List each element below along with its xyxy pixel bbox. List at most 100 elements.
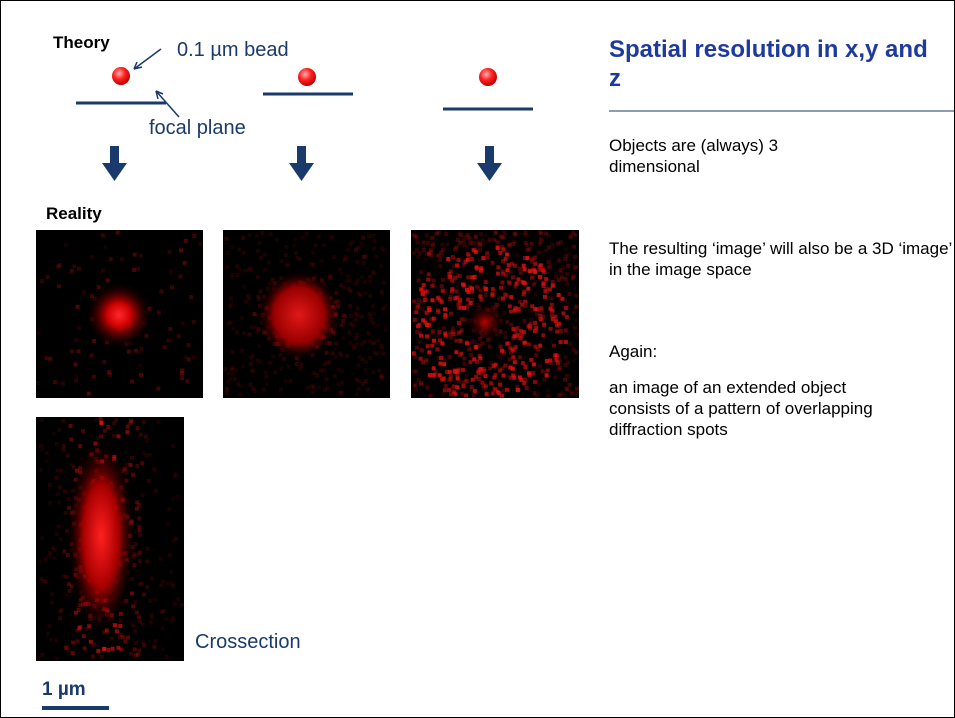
speckle: [185, 379, 189, 383]
speckle: [543, 270, 547, 274]
speckle: [501, 389, 505, 393]
speckle: [372, 246, 376, 250]
speckle: [347, 330, 351, 334]
speckle: [453, 392, 457, 396]
speckle: [528, 269, 532, 273]
speckle: [469, 360, 473, 364]
speckle: [509, 347, 513, 351]
speckle: [419, 357, 423, 361]
speckle: [74, 338, 78, 342]
speckle: [474, 250, 478, 254]
speckle: [157, 310, 161, 314]
speckle: [432, 317, 436, 321]
speckle: [472, 357, 476, 361]
speckle: [249, 356, 253, 360]
speckle: [524, 241, 528, 245]
speckle: [169, 570, 173, 574]
speckle: [129, 419, 133, 423]
speckle: [118, 624, 122, 628]
speckle: [567, 252, 571, 256]
speckle: [469, 346, 473, 350]
speckle: [496, 272, 500, 276]
speckle: [451, 255, 455, 259]
speckle: [137, 517, 141, 521]
speckle: [349, 314, 353, 318]
arrows: [102, 146, 502, 181]
speckle: [431, 298, 435, 302]
speckle: [367, 234, 371, 238]
speckle: [64, 243, 68, 247]
speckle: [168, 327, 172, 331]
speckle: [334, 355, 338, 359]
speckle: [513, 309, 517, 313]
speckle: [36, 381, 40, 385]
speckle: [447, 355, 451, 359]
speckle: [264, 371, 268, 375]
speckle: [447, 272, 451, 276]
speckle: [494, 363, 498, 367]
speckle: [440, 254, 444, 258]
speckle: [544, 277, 548, 281]
speckle: [269, 232, 273, 236]
speckle: [166, 582, 170, 586]
speckle: [360, 357, 364, 361]
speckle: [431, 243, 435, 247]
speckle: [57, 501, 61, 505]
speckle: [412, 300, 416, 304]
speckle: [357, 363, 361, 367]
speckle: [464, 394, 468, 398]
speckle: [142, 593, 146, 597]
speckle: [357, 387, 361, 391]
speckle: [514, 284, 518, 288]
speckle: [39, 560, 43, 564]
speckle: [473, 275, 477, 279]
speckle: [36, 331, 40, 335]
speckle: [505, 388, 509, 392]
speckle: [138, 528, 142, 532]
speckle: [298, 367, 302, 371]
speckle: [464, 260, 468, 264]
speckle: [129, 463, 133, 467]
speckle: [64, 593, 68, 597]
speckle: [417, 278, 421, 282]
speckle: [345, 354, 349, 358]
speckle: [479, 298, 483, 302]
speckle: [141, 461, 145, 465]
speckle: [440, 342, 444, 346]
speckle: [508, 304, 512, 308]
speckle: [116, 231, 120, 235]
speckle: [538, 243, 542, 247]
speckle: [248, 333, 252, 337]
speckle: [538, 344, 542, 348]
speckle: [171, 496, 175, 500]
speckle: [223, 367, 227, 371]
speckle: [561, 268, 565, 272]
speckle: [382, 351, 386, 355]
speckle: [338, 351, 342, 355]
speckle: [456, 285, 460, 289]
speckle: [532, 268, 536, 272]
speckle: [427, 252, 431, 256]
speckle: [346, 287, 350, 291]
speckle: [49, 638, 53, 642]
speckle: [138, 533, 142, 537]
speckle: [513, 334, 517, 338]
speckle: [77, 626, 81, 630]
speckle: [99, 417, 103, 421]
speckle: [138, 620, 142, 624]
speckle: [263, 268, 267, 272]
speckle: [256, 275, 260, 279]
speckle: [484, 293, 488, 297]
speckle: [337, 382, 341, 386]
speckle: [231, 327, 235, 331]
speckle: [373, 239, 377, 243]
speckle: [465, 374, 469, 378]
speckle: [284, 253, 288, 257]
speckle: [513, 360, 517, 364]
speckle: [85, 281, 153, 349]
speckle: [55, 476, 59, 480]
speckle: [299, 363, 303, 367]
speckle: [170, 285, 174, 289]
speckle: [425, 384, 429, 388]
speckle: [514, 232, 518, 236]
